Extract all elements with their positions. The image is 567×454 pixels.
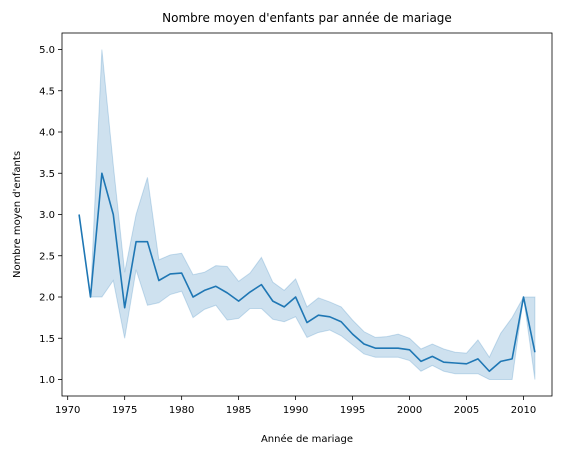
y-axis: 1.0 1.5 2.0 2.5 3.0 3.5 4.0 4.5 5.0 xyxy=(39,45,62,386)
y-axis-label: Nombre moyen d'enfants xyxy=(12,151,23,278)
confidence-band xyxy=(78,49,536,380)
x-tick-label: 2000 xyxy=(397,405,422,416)
y-tick-label: 5.0 xyxy=(39,45,55,56)
y-tick-label: 1.5 xyxy=(39,334,55,345)
x-tick-label: 1980 xyxy=(169,405,194,416)
x-tick-label: 1990 xyxy=(283,405,308,416)
y-tick-label: 1.0 xyxy=(39,375,55,386)
mean-line xyxy=(78,172,536,373)
y-tick-label: 4.5 xyxy=(39,86,55,97)
y-tick-label: 2.0 xyxy=(39,293,55,304)
x-tick-label: 1995 xyxy=(340,405,365,416)
y-tick-label: 2.5 xyxy=(39,251,55,262)
plot-area xyxy=(78,49,536,380)
x-axis-label: Année de mariage xyxy=(261,433,353,445)
x-tick-label: 2010 xyxy=(511,405,536,416)
x-axis: 1970 1975 1980 1985 1990 1995 2000 2005 2010 xyxy=(55,396,536,416)
chart-title: Nombre moyen d'enfants par année de mari… xyxy=(162,11,452,25)
x-tick-label: 1985 xyxy=(226,405,251,416)
x-tick-label: 1970 xyxy=(55,405,80,416)
x-tick-label: 2005 xyxy=(454,405,479,416)
y-tick-label: 3.0 xyxy=(39,210,55,221)
y-tick-label: 4.0 xyxy=(39,128,55,139)
y-tick-label: 3.5 xyxy=(39,169,55,180)
x-tick-label: 1975 xyxy=(112,405,137,416)
